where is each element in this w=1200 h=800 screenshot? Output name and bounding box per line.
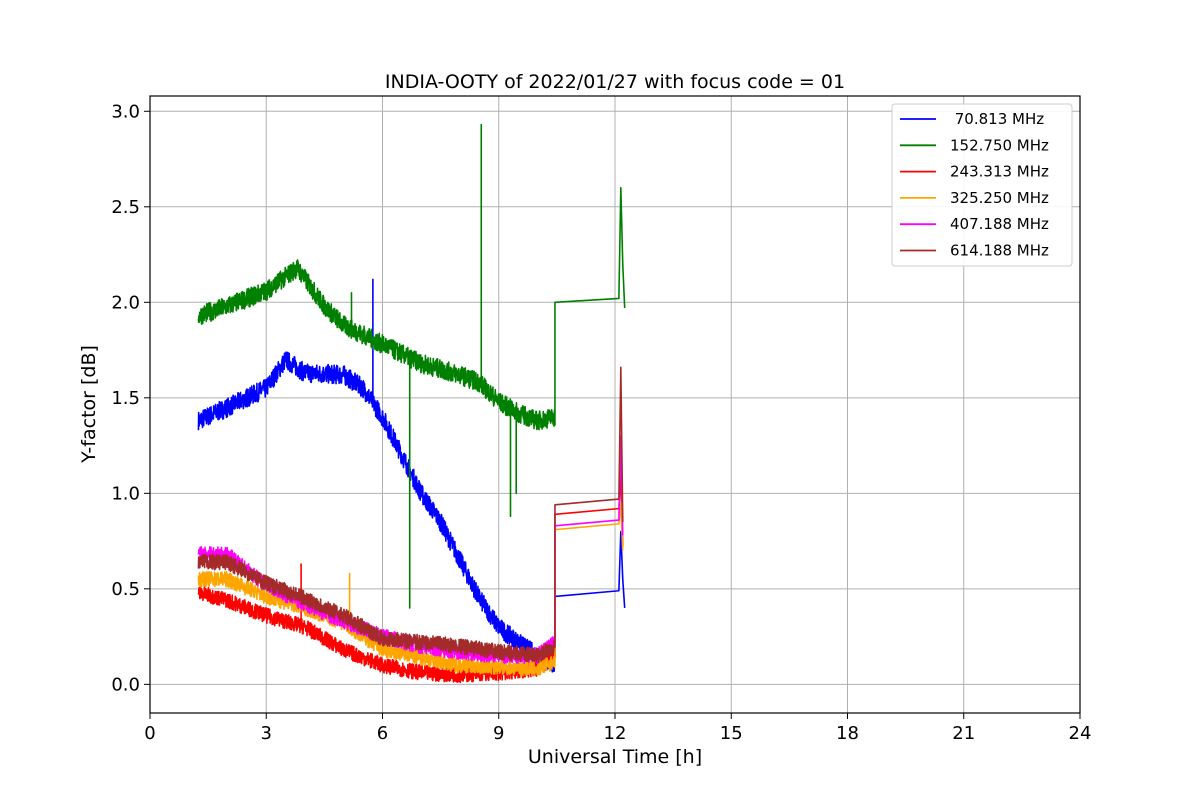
x-tick-label: 6 xyxy=(377,723,388,744)
x-axis-title: Universal Time [h] xyxy=(528,746,702,768)
legend-entry: 152.750 MHz xyxy=(950,136,1049,154)
x-tick-label: 12 xyxy=(604,723,627,744)
x-tick-label: 0 xyxy=(144,723,155,744)
y-tick-label: 3.0 xyxy=(111,101,140,122)
legend-entry: 614.188 MHz xyxy=(950,242,1049,260)
x-tick-label: 3 xyxy=(261,723,272,744)
legend-entry: 243.313 MHz xyxy=(950,163,1049,181)
y-tick-label: 1.0 xyxy=(111,483,140,504)
legend-entry: 70.813 MHz xyxy=(950,110,1044,128)
series-layer xyxy=(197,123,626,684)
legend-box xyxy=(891,103,1073,267)
legend-entry: 325.250 MHz xyxy=(950,189,1049,207)
y-tick-label: 1.5 xyxy=(111,388,140,409)
y-tick-label: 2.5 xyxy=(111,197,140,218)
series-line-0 xyxy=(197,278,626,673)
y-tick-label: 0.0 xyxy=(111,674,140,695)
y-tick-label: 0.5 xyxy=(111,579,140,600)
series-line-2 xyxy=(197,473,624,684)
series-line-5 xyxy=(197,366,624,664)
x-tick-label: 9 xyxy=(493,723,504,744)
legend-entry: 407.188 MHz xyxy=(950,215,1049,233)
x-tick-label: 18 xyxy=(836,723,859,744)
chart-title: INDIA-OOTY of 2022/01/27 with focus code… xyxy=(385,71,845,93)
y-tick-label: 2.0 xyxy=(111,292,140,313)
legend: 70.813 MHz 152.750 MHz 243.313 MHz 325.250 … xyxy=(891,103,1073,267)
series-line-1 xyxy=(197,123,626,609)
x-tick-label: 15 xyxy=(720,723,743,744)
x-tick-label: 24 xyxy=(1069,723,1092,744)
series-line-3 xyxy=(197,502,624,677)
ticks: 0 3 6 9 12 15 18 21 24 0.0 0.5 1.0 1.5 2.0 2.5 3.0 xyxy=(111,101,1091,744)
y-axis-title: Y-factor [dB] xyxy=(78,345,100,464)
x-tick-label: 21 xyxy=(952,723,975,744)
